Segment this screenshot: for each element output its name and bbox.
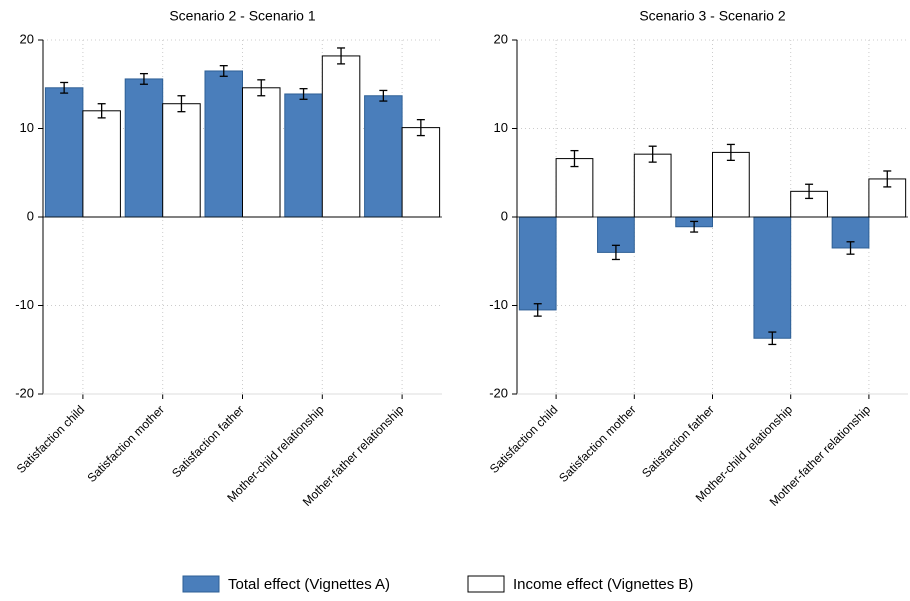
bar: [364, 95, 403, 218]
y-tick-label: 10: [20, 120, 34, 135]
bar: [204, 70, 244, 218]
bar: [162, 103, 201, 218]
error-bar: [379, 89, 388, 102]
bar: [555, 158, 594, 218]
error-bar: [177, 95, 186, 113]
error-bar: [570, 149, 579, 168]
legend-swatch: [182, 575, 220, 593]
error-bar: [690, 220, 699, 233]
y-tick-label: 20: [494, 31, 508, 46]
bar: [321, 55, 361, 218]
error-bar: [299, 88, 308, 100]
error-bar: [846, 241, 855, 255]
chart-title: Scenario 2 - Scenario 1: [169, 8, 316, 24]
y-tick-label: 20: [20, 31, 34, 46]
x-tick-label: Satisfaction mother: [556, 402, 639, 485]
error-bar: [219, 65, 228, 77]
legend-label: Total effect (Vignettes A): [228, 576, 390, 593]
error-bar: [60, 81, 69, 94]
bar: [242, 87, 281, 218]
x-tick-label: Satisfaction child: [487, 402, 561, 476]
y-tick-label: 0: [27, 208, 34, 223]
error-bar: [726, 143, 735, 162]
error-bar: [139, 72, 148, 85]
x-tick-label: Satisfaction father: [169, 402, 247, 480]
error-bar: [257, 79, 266, 97]
x-tick-label: Satisfaction mother: [85, 402, 168, 485]
error-bar: [648, 145, 657, 163]
x-tick-label: Satisfaction child: [14, 402, 88, 476]
error-bar: [97, 103, 106, 119]
bar: [284, 93, 323, 218]
error-bar: [611, 244, 620, 261]
x-tick-label: Satisfaction father: [639, 402, 717, 480]
bar: [633, 153, 672, 218]
error-bar: [416, 119, 425, 137]
y-tick-label: -20: [15, 385, 34, 400]
error-bar: [337, 47, 346, 65]
y-tick-label: -10: [489, 297, 508, 312]
bar: [44, 87, 84, 218]
bar: [82, 110, 121, 218]
error-bar: [533, 303, 542, 317]
legend-label: Income effect (Vignettes B): [513, 576, 693, 593]
bar: [401, 127, 441, 218]
legend-swatch: [467, 575, 505, 593]
error-bar: [883, 170, 892, 188]
bar: [753, 216, 792, 339]
bar: [712, 151, 750, 218]
y-tick-label: 0: [501, 208, 508, 223]
error-bar: [805, 183, 814, 200]
y-tick-label: 10: [494, 120, 508, 135]
bar: [124, 78, 164, 218]
error-bar: [768, 331, 777, 346]
y-tick-label: -10: [15, 297, 34, 312]
chart-title: Scenario 3 - Scenario 2: [639, 8, 786, 24]
bar: [518, 216, 557, 311]
y-tick-label: -20: [489, 385, 508, 400]
